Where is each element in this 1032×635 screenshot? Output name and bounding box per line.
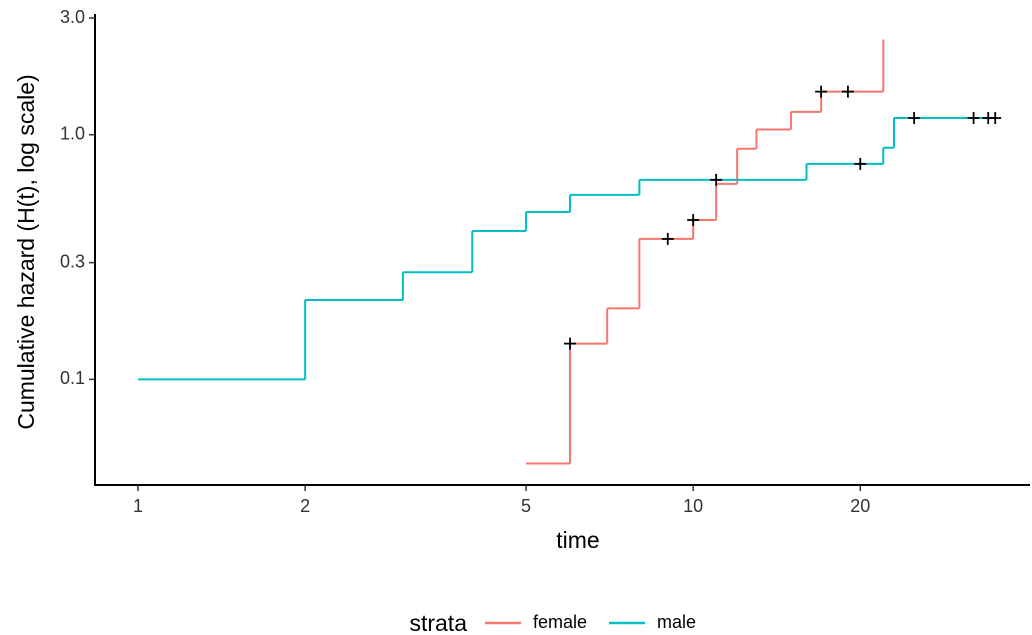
x-tick-label: 20 [850,496,870,516]
censor-mark [854,157,867,170]
censor-mark [661,232,674,245]
y-tick-label: 1.0 [60,123,85,143]
censor-mark [989,112,1002,125]
censor-mark [687,214,700,227]
censor-mark [841,85,854,98]
x-tick-label: 5 [521,496,531,516]
censor-mark [564,337,577,350]
censor-mark [967,112,980,125]
censor-mark [815,85,828,98]
legend-title: strata [409,610,467,635]
x-tick-label: 10 [683,496,703,516]
legend-label: female [533,612,587,632]
x-axis-title: time [556,527,599,553]
censor-mark [908,112,921,125]
y-tick-label: 3.0 [60,7,85,27]
censor-mark [710,173,723,186]
y-tick-label: 0.1 [60,368,85,388]
x-tick-label: 1 [133,496,143,516]
legend-label: male [657,612,696,632]
y-axis-title: Cumulative hazard (H(t), log scale) [13,74,39,429]
y-tick-label: 0.3 [60,251,85,271]
x-tick-label: 2 [300,496,310,516]
